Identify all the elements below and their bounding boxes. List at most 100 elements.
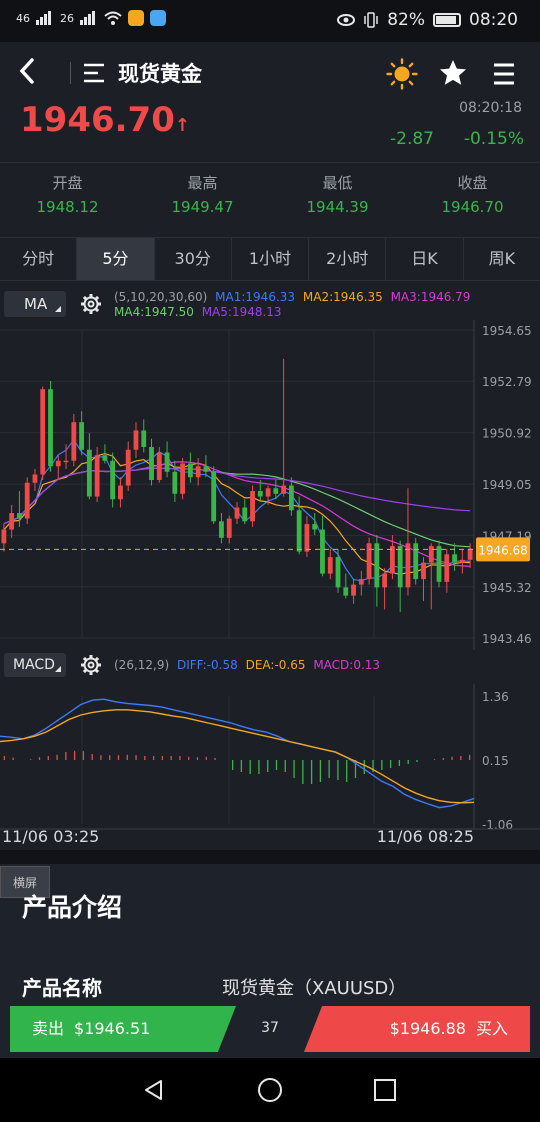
candle xyxy=(405,488,411,596)
nav-divider xyxy=(70,62,71,84)
price-value: 1946.70 xyxy=(20,100,175,140)
candle-body xyxy=(265,488,271,497)
candle xyxy=(71,413,77,467)
candle-body xyxy=(421,562,426,580)
sun-icon xyxy=(386,58,418,90)
tab-timeline[interactable]: 分时 xyxy=(0,238,78,280)
candle-body xyxy=(156,452,162,481)
vibrate-icon xyxy=(364,12,378,28)
buy-price: $1946.88 xyxy=(389,1019,466,1038)
candle-body xyxy=(343,587,349,596)
y-tick-label: 1949.05 xyxy=(482,478,532,492)
candle xyxy=(226,515,232,544)
macd-indicator-select[interactable]: MACD xyxy=(4,653,66,677)
divider xyxy=(0,162,540,163)
signal-label-2: 26 xyxy=(60,11,74,25)
gear-icon xyxy=(81,655,101,675)
dea-value: DEA:-0.65 xyxy=(245,658,306,672)
candle xyxy=(180,457,186,500)
candle xyxy=(211,466,217,525)
candle xyxy=(242,499,248,525)
stat-label: 收盘 xyxy=(457,174,488,192)
candle xyxy=(32,468,38,492)
candle-body xyxy=(226,518,232,538)
list-button[interactable] xyxy=(82,62,108,88)
candle xyxy=(467,543,473,569)
section-divider xyxy=(0,850,540,864)
candle-body xyxy=(413,543,419,580)
back-triangle-icon[interactable] xyxy=(142,1078,166,1102)
stat-label: 开盘 xyxy=(52,174,83,192)
candle xyxy=(335,548,341,593)
candle-body xyxy=(250,491,255,522)
buy-button[interactable]: $1946.88 买入 xyxy=(304,1006,530,1052)
quote-timestamp: 08:20:18 xyxy=(459,100,522,116)
price-up-arrow-icon: ↑ xyxy=(174,115,190,136)
tab-daily[interactable]: 日K xyxy=(386,238,464,280)
x-tick-label: 11/06 08:25 xyxy=(377,827,474,846)
battery-percent: 82% xyxy=(387,10,425,30)
ma-settings-button[interactable] xyxy=(80,293,102,319)
recents-square-icon[interactable] xyxy=(373,1078,397,1102)
candle-body xyxy=(358,579,364,585)
price-change-percent: -0.15% xyxy=(463,129,524,149)
candle-body xyxy=(17,513,22,519)
tab-5min[interactable]: 5分 xyxy=(77,238,155,280)
theme-toggle-button[interactable] xyxy=(386,58,418,94)
candle-body xyxy=(459,559,465,563)
candle xyxy=(390,535,395,580)
macd-settings-button[interactable] xyxy=(80,654,102,680)
candlestick-chart[interactable]: 1954.651952.791950.921949.051947.191945.… xyxy=(0,320,540,650)
candle-body xyxy=(397,546,403,588)
candle-body xyxy=(390,546,395,574)
y-tick-label: 0.15 xyxy=(482,754,509,768)
stat-close: 收盘 1946.70 xyxy=(405,172,540,216)
ma-indicator-select[interactable]: MA xyxy=(4,291,66,317)
candle xyxy=(187,452,193,483)
ma4-value: MA4:1947.50 xyxy=(114,305,194,319)
stats-row: 开盘 1948.12 最高 1949.47 最低 1944.39 收盘 1946… xyxy=(0,172,540,216)
tab-2hour[interactable]: 2小时 xyxy=(309,238,387,280)
candle xyxy=(102,444,108,464)
candle xyxy=(48,380,53,472)
candle-body xyxy=(467,548,473,560)
period-tabs: 分时 5分 30分 1小时 2小时 日K 周K xyxy=(0,237,540,281)
candle-body xyxy=(374,543,380,588)
candle-body xyxy=(40,389,46,475)
y-tick-label: 1954.65 xyxy=(482,324,532,338)
candle xyxy=(203,455,209,478)
stat-low: 最低 1944.39 xyxy=(270,172,405,216)
candle xyxy=(125,441,131,492)
candle-body xyxy=(304,524,310,552)
candle-body xyxy=(63,460,69,463)
macd-chart[interactable]: 1.36 0.15 -1.06 11/06 03:25 11/06 08:25 xyxy=(0,684,540,850)
product-name-label: 产品名称 xyxy=(22,976,102,1000)
candle-body xyxy=(110,460,116,500)
stat-label: 最高 xyxy=(187,174,218,192)
candle-body xyxy=(242,507,248,522)
landscape-button[interactable]: 横屏 xyxy=(0,866,50,898)
candle xyxy=(164,441,170,478)
favorite-button[interactable] xyxy=(438,58,468,92)
more-menu-button[interactable] xyxy=(492,62,516,90)
tab-weekly[interactable]: 周K xyxy=(488,249,516,268)
sell-button[interactable]: 卖出 $1946.51 xyxy=(10,1006,236,1052)
candle-body xyxy=(436,546,442,582)
x-tick-label: 11/06 03:25 xyxy=(2,827,99,846)
candle xyxy=(304,515,310,558)
candle xyxy=(358,570,364,596)
candle-body xyxy=(320,529,325,574)
back-button[interactable] xyxy=(16,56,44,92)
clock: 08:20 xyxy=(469,10,518,30)
candle xyxy=(452,543,457,571)
home-circle-icon[interactable] xyxy=(257,1077,283,1103)
candle-body xyxy=(32,474,38,483)
y-tick-label: 1.36 xyxy=(482,690,509,704)
candle-body xyxy=(79,422,84,450)
candle xyxy=(320,515,325,577)
stat-value: 1948.12 xyxy=(36,198,99,216)
tab-30min[interactable]: 30分 xyxy=(155,238,232,280)
candle-body xyxy=(48,389,53,467)
macd-indicator-bar: MACD (26,12,9) DIFF:-0.58 DEA:-0.65 MACD… xyxy=(0,650,540,684)
tab-1hour[interactable]: 1小时 xyxy=(232,238,310,280)
